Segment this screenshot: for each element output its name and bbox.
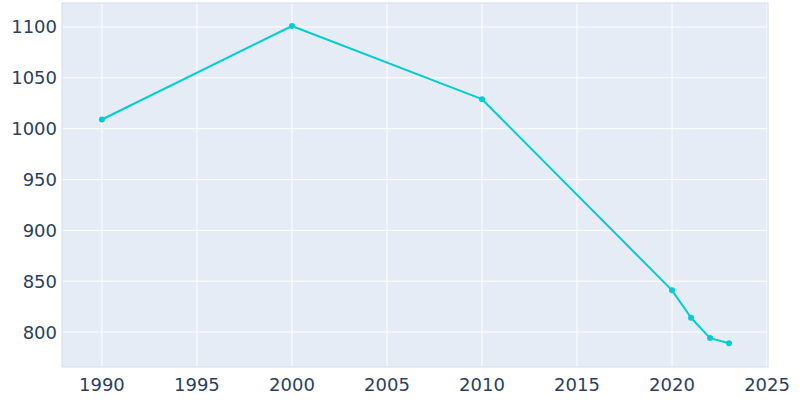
y-tick-label: 950 [23, 169, 57, 190]
y-grid-line [62, 332, 768, 333]
y-tick-label: 1100 [11, 16, 57, 37]
x-tick-label: 2015 [554, 374, 600, 395]
grid [62, 3, 768, 367]
x-grid-line [101, 3, 102, 367]
line [102, 26, 729, 343]
y-tick-label: 1050 [11, 67, 57, 88]
y-grid-line [62, 230, 768, 231]
x-tick-label: 2020 [649, 374, 695, 395]
x-grid-line [481, 3, 482, 367]
y-tick-label: 850 [23, 271, 57, 292]
x-grid-line [386, 3, 387, 367]
y-tick-label: 900 [23, 220, 57, 241]
x-tick-label: 2005 [364, 374, 410, 395]
y-tick-label: 800 [23, 322, 57, 343]
x-grid-line [577, 3, 578, 367]
point [669, 287, 675, 293]
point [289, 23, 295, 29]
x-grid-line [291, 3, 292, 367]
x-grid-line [767, 3, 768, 367]
x-tick-label: 1990 [79, 374, 125, 395]
chart: 1990 1995 2000 2005 2010 2015 2020 2025 800 850 90… [0, 0, 800, 400]
point [479, 96, 485, 102]
plot-frame [62, 3, 768, 367]
plot-background [62, 3, 768, 367]
y-grid-line [62, 179, 768, 180]
x-tick-label: 1995 [174, 374, 220, 395]
point [707, 335, 713, 341]
x-tick-label: 2000 [269, 374, 315, 395]
x-grid-line [672, 3, 673, 367]
chart-container: 1990 1995 2000 2005 2010 2015 2020 2025 800 850 90… [0, 0, 800, 400]
y-grid-line [62, 77, 768, 78]
y-tick-label: 1000 [11, 118, 57, 139]
point [99, 117, 105, 123]
x-grid-line [196, 3, 197, 367]
point [726, 340, 732, 346]
tick-labels: 1990 1995 2000 2005 2010 2015 2020 2025 800 850 90… [11, 16, 790, 395]
y-grid-line [62, 128, 768, 129]
series [99, 23, 732, 346]
x-tick-label: 2010 [459, 374, 505, 395]
x-tick-label: 2025 [744, 374, 790, 395]
point [688, 315, 694, 321]
y-grid-line [62, 26, 768, 27]
